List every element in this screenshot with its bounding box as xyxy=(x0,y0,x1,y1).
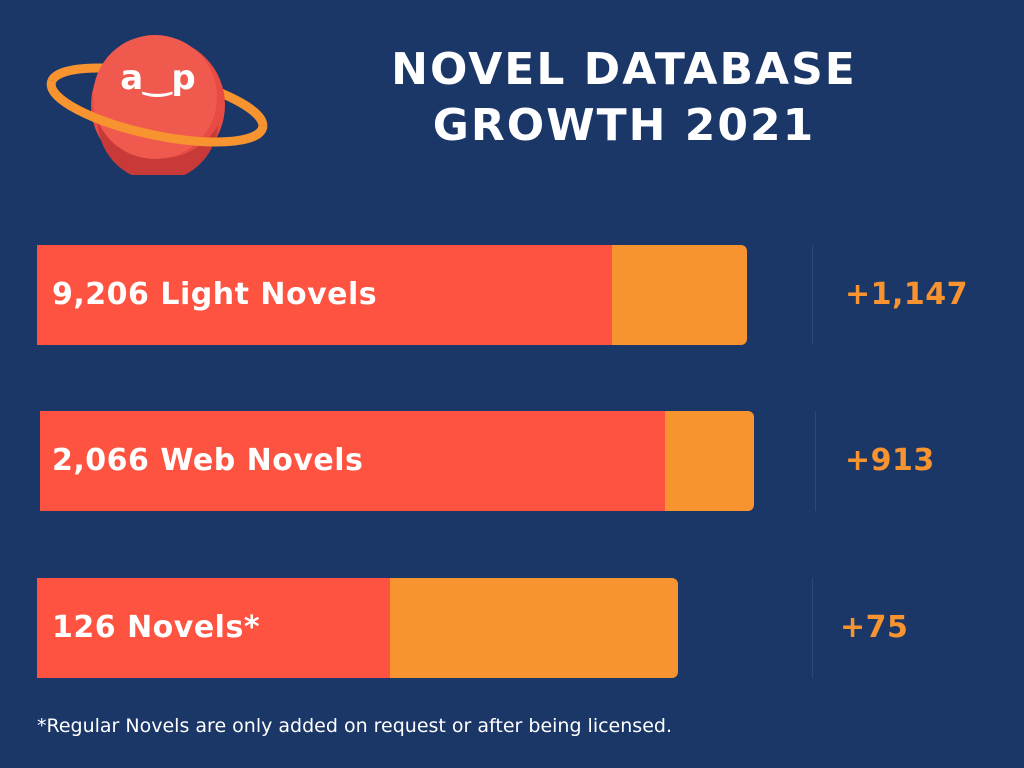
title-line-1: NOVEL DATABASE xyxy=(391,44,857,95)
bar-row-novels: 126 Novels* +75 xyxy=(0,578,1024,678)
bar-web-novels xyxy=(40,411,754,511)
footnote: *Regular Novels are only added on reques… xyxy=(37,715,672,737)
bar-row-light-novels: 9,206 Light Novels +1,147 xyxy=(0,245,1024,345)
growth-value-light-novels: +1,147 xyxy=(845,277,969,312)
divider xyxy=(812,578,813,678)
bar-label-novels: 126 Novels* xyxy=(52,610,261,645)
planet-logo-icon: a‿p xyxy=(46,35,268,175)
title-line-2: GROWTH 2021 xyxy=(432,100,816,151)
growth-value-novels: +75 xyxy=(840,610,909,645)
bar-total-novels xyxy=(37,578,390,678)
bar-label-light-novels: 9,206 Light Novels xyxy=(52,277,378,312)
logo-text: a‿p xyxy=(120,58,195,98)
growth-value-web-novels: +913 xyxy=(845,443,935,478)
bar-label-web-novels: 2,066 Web Novels xyxy=(52,443,364,478)
bar-novels xyxy=(37,578,678,678)
bar-total-web-novels xyxy=(40,411,665,511)
chart-title: NOVEL DATABASE GROWTH 2021 xyxy=(350,42,898,154)
divider xyxy=(812,245,813,345)
divider xyxy=(815,411,816,511)
bar-total-light-novels xyxy=(37,245,612,345)
bar-light-novels xyxy=(37,245,747,345)
bar-row-web-novels: 2,066 Web Novels +913 xyxy=(0,411,1024,511)
